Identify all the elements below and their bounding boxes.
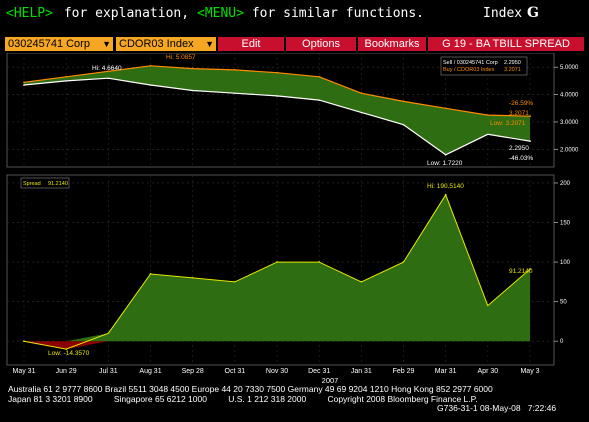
hi-buy-label: Hi: 5.0857 bbox=[166, 54, 196, 61]
pct-sell-label: -46.03% bbox=[509, 155, 533, 162]
spread-negative-fill bbox=[24, 341, 530, 350]
x-tick-label: Feb 29 bbox=[393, 368, 415, 375]
upper-area-fill bbox=[24, 65, 530, 155]
low-spread-label: Low: -14.3570 bbox=[48, 350, 90, 357]
buy-series-line bbox=[23, 65, 531, 117]
footer-line2: Japan 81 3 3201 8900 Singapore 65 6212 1… bbox=[8, 394, 478, 404]
footer-line1: Australia 61 2 9777 8600 Brazil 5511 304… bbox=[8, 384, 493, 394]
lower-tick-label: 150 bbox=[560, 221, 571, 227]
lower-legend-box bbox=[20, 177, 70, 189]
spread-series-line bbox=[23, 193, 531, 350]
legend-sell: Sell / 030245741 Corp bbox=[443, 60, 498, 66]
x-tick-label: Sep 28 bbox=[182, 368, 204, 375]
hi-sell-label: Hi: 4.6640 bbox=[92, 65, 122, 72]
help-text: for explanation, bbox=[56, 6, 197, 21]
edit-menu[interactable]: Edit bbox=[218, 37, 284, 51]
security2-label: CDOR03 Index bbox=[119, 38, 194, 50]
sell-series-line bbox=[23, 77, 531, 156]
security2-dropdown[interactable]: CDOR03 Index ▼ bbox=[116, 37, 216, 51]
legend-buy-value: 3.2071 bbox=[504, 67, 521, 73]
toolbar: 030245741 Corp ▼ CDOR03 Index ▼ Edit Opt… bbox=[0, 37, 589, 53]
upper-tick-label: 4.0000 bbox=[560, 93, 579, 99]
command-line: <HELP> for explanation, <MENU> for simil… bbox=[0, 0, 589, 36]
security1-label: 030245741 Corp bbox=[8, 38, 90, 50]
help-key[interactable]: <HELP> bbox=[6, 6, 53, 21]
legend-spread-value: 91.2140 bbox=[48, 181, 68, 187]
upper-legend: Sell / 030245741 Corp 2.2950 Buy / CDOR0… bbox=[440, 56, 528, 76]
lower-panel: Spread 91.2140 Hi: 190.5140 Low: -14.357… bbox=[6, 174, 571, 366]
x-tick-label: May 31 bbox=[13, 368, 36, 375]
upper-legend-box bbox=[440, 56, 528, 76]
function-title: G 19 - BA TBILL SPREAD bbox=[428, 37, 584, 51]
legend-sell-value: 2.2950 bbox=[504, 60, 521, 66]
menu-key[interactable]: <MENU> bbox=[197, 6, 244, 21]
x-axis: May 31 Jun 29 Jul 31 Aug 31 Sep 28 Oct 31 Nov … bbox=[13, 368, 540, 375]
chart-area: Sell / 030245741 Corp 2.2950 Buy / CDOR0… bbox=[6, 53, 579, 384]
upper-tick-label: 3.0000 bbox=[560, 120, 579, 126]
x-tick-label: May 3 bbox=[520, 368, 539, 375]
footer: Australia 61 2 9777 8600 Brazil 5511 304… bbox=[0, 384, 589, 422]
bookmarks-menu[interactable]: Bookmarks bbox=[358, 37, 426, 51]
chevron-down-icon: ▼ bbox=[205, 39, 214, 49]
pct-buy-label: -26.59% bbox=[509, 100, 533, 107]
low-sell-label: Low: 1.7220 bbox=[427, 160, 463, 167]
x-tick-label: Jun 29 bbox=[56, 368, 77, 375]
lower-tick-label: 100 bbox=[560, 260, 571, 266]
lower-legend: Spread 91.2140 bbox=[20, 177, 70, 189]
upper-y-axis: 5.0000 4.0000 3.0000 2.0000 bbox=[554, 65, 579, 153]
x-axis-year: 2007 bbox=[322, 376, 339, 384]
last-spread-label: 91.2140 bbox=[509, 268, 533, 275]
upper-tick-label: 5.0000 bbox=[560, 65, 579, 71]
low-buy-label: Low: 3.2071 bbox=[490, 120, 526, 127]
x-tick-label: Nov 30 bbox=[266, 368, 288, 375]
security1-dropdown[interactable]: 030245741 Corp ▼ bbox=[5, 37, 113, 51]
legend-buy: Buy / CDOR03 Index bbox=[443, 67, 495, 73]
menu-text: for similar functions. bbox=[244, 6, 425, 21]
x-tick-label: Apr 30 bbox=[478, 368, 499, 375]
footer-line3: G736-31-1 08-May-08 7:22:46 bbox=[437, 403, 557, 413]
lower-tick-label: 200 bbox=[560, 181, 571, 187]
x-tick-label: Dec 31 bbox=[308, 368, 330, 375]
x-tick-label: Mar 31 bbox=[435, 368, 457, 375]
lower-y-axis: 200 150 100 50 0 bbox=[554, 181, 571, 345]
x-tick-label: Aug 31 bbox=[139, 368, 161, 375]
last-sell-label: 2.2950 bbox=[509, 145, 529, 152]
chevron-down-icon: ▼ bbox=[102, 39, 111, 49]
legend-spread: Spread bbox=[23, 181, 41, 187]
x-tick-label: Jul 31 bbox=[99, 368, 118, 375]
index-label: Index bbox=[483, 6, 523, 21]
hi-spread-label: Hi: 190.5140 bbox=[427, 183, 464, 190]
lower-tick-label: 50 bbox=[560, 300, 567, 306]
options-menu[interactable]: Options bbox=[286, 37, 356, 51]
lower-tick-label: 0 bbox=[560, 339, 564, 345]
x-tick-label: Oct 31 bbox=[225, 368, 246, 375]
spread-positive-fill bbox=[24, 194, 530, 342]
upper-panel: Sell / 030245741 Corp 2.2950 Buy / CDOR0… bbox=[6, 53, 579, 168]
upper-tick-label: 2.0000 bbox=[560, 147, 579, 153]
last-buy-label: 3.2071 bbox=[509, 110, 529, 117]
x-tick-label: Jan 31 bbox=[351, 368, 372, 375]
index-letter: G bbox=[527, 5, 539, 21]
